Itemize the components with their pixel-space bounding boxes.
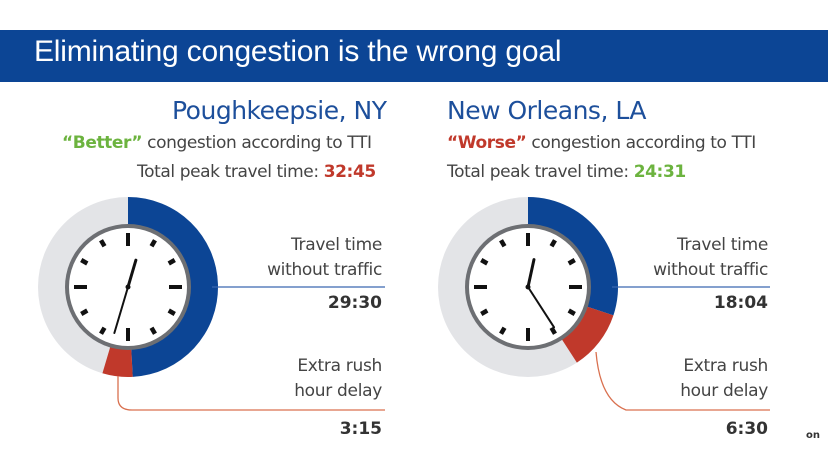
left-congestion-text: congestion according to TTI [142, 133, 372, 153]
right-hour-tick [549, 326, 557, 335]
right-hour-tick [549, 239, 557, 248]
right-hour-tick [567, 308, 576, 316]
right-total-value: 24:31 [633, 162, 687, 182]
left-delay-label: Extra rush hour delay [182, 354, 382, 404]
left-hour-tick [99, 326, 107, 335]
left-congestion-line: “Better” congestion according to TTI [62, 133, 372, 153]
left-travel-label: Travel time without traffic [182, 233, 382, 283]
edge-fragment-text: on [806, 430, 820, 441]
right-travel-label: Travel time without traffic [568, 233, 768, 283]
right-delay-label: Extra rush hour delay [568, 354, 768, 404]
right-hour-tick [499, 239, 507, 248]
left-delay-leader-line [117, 376, 385, 411]
right-travel-label-line2: without traffic [653, 260, 768, 280]
right-total-label: Total peak travel time: [447, 162, 634, 182]
left-hour-tick [167, 308, 176, 316]
right-minute-hand [527, 286, 556, 329]
right-delay-value: 6:30 [725, 419, 768, 439]
left-hour-tick [80, 258, 89, 266]
title-bar: Eliminating congestion is the wrong goal [0, 30, 828, 82]
right-hour-hand [526, 258, 536, 289]
right-hour-tick [480, 258, 489, 266]
right-travel-label-line1: Travel time [676, 235, 768, 255]
left-hour-tick [80, 308, 89, 316]
left-hour-tick [149, 326, 157, 335]
left-minute-hand [113, 286, 129, 335]
left-city-heading: Poughkeepsie, NY [172, 96, 387, 125]
left-travel-label-line2: without traffic [267, 260, 382, 280]
left-delay-value: 3:15 [339, 419, 382, 439]
right-congestion-line: “Worse” congestion according to TTI [447, 133, 756, 153]
right-delay-label-line2: hour delay [680, 381, 768, 401]
left-hour-hand [126, 258, 138, 289]
left-hour-tick [149, 239, 157, 248]
left-delay-label-line1: Extra rush [297, 356, 382, 376]
right-congestion-text: congestion according to TTI [526, 133, 756, 153]
left-clock-center [125, 284, 131, 290]
right-hour-tick [480, 308, 489, 316]
left-total-label: Total peak travel time: [137, 162, 324, 182]
right-quote: “Worse” [447, 133, 527, 153]
right-delay-leader-line [595, 351, 770, 411]
left-delay-label-line2: hour delay [294, 381, 382, 401]
right-total-line: Total peak travel time: 24:31 [447, 162, 686, 182]
left-travel-label-line1: Travel time [290, 235, 382, 255]
slide-title: Eliminating congestion is the wrong goal [34, 35, 562, 68]
left-total-line: Total peak travel time: 32:45 [137, 162, 376, 182]
right-travel-value: 18:04 [713, 293, 768, 313]
left-travel-value: 29:30 [327, 293, 382, 313]
right-hour-tick [499, 326, 507, 335]
right-clock-center [525, 284, 531, 290]
left-quote: “Better” [62, 133, 143, 153]
left-total-value: 32:45 [323, 162, 377, 182]
left-hour-tick [99, 239, 107, 248]
right-city-heading: New Orleans, LA [447, 96, 646, 125]
right-delay-label-line1: Extra rush [683, 356, 768, 376]
left-hour-tick [167, 258, 176, 266]
right-hour-tick [567, 258, 576, 266]
